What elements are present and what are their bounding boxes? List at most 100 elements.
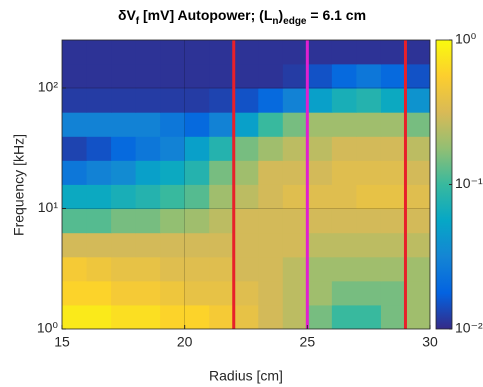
heat-cell	[62, 63, 88, 89]
heat-cell	[307, 87, 333, 113]
heat-cell	[135, 136, 161, 161]
heat-cell	[209, 280, 235, 306]
heat-cell	[356, 63, 382, 89]
heat-cell	[380, 136, 407, 161]
heat-cell	[135, 112, 161, 137]
heat-cell	[184, 256, 210, 282]
heat-cell	[135, 160, 161, 185]
heat-cell	[86, 304, 112, 329]
heat-cell	[258, 232, 284, 258]
heat-cell	[405, 208, 430, 234]
heat-cell	[331, 232, 357, 258]
heat-cell	[209, 256, 235, 282]
heat-cell	[356, 304, 382, 329]
heat-cell	[184, 112, 210, 137]
heat-cell	[233, 112, 259, 137]
heat-cell	[380, 304, 407, 329]
heat-cell	[86, 40, 112, 65]
heat-cell	[282, 63, 308, 89]
heat-cell	[209, 208, 235, 234]
heat-cell	[209, 304, 235, 329]
heat-cell	[135, 280, 161, 306]
heat-cell	[184, 136, 210, 161]
heat-cell	[380, 232, 407, 258]
heat-cell	[331, 40, 357, 65]
heat-cell	[160, 63, 186, 89]
heat-cell	[258, 256, 284, 282]
overlay	[61, 39, 431, 330]
heat-cell	[331, 160, 357, 185]
title-part: edge	[283, 16, 307, 27]
heat-cell	[405, 184, 430, 210]
heat-cell	[258, 136, 284, 161]
heat-cell	[356, 160, 382, 185]
heat-cell	[160, 280, 186, 306]
heat-cell	[62, 232, 88, 258]
heat-cell	[135, 256, 161, 282]
heat-cell	[233, 136, 259, 161]
heat-cell	[160, 304, 186, 329]
heat-cell	[258, 208, 284, 234]
x-tick-label: 20	[177, 334, 193, 350]
heat-cell	[62, 184, 88, 210]
heat-cell	[282, 280, 308, 306]
heat-cell	[62, 136, 88, 161]
heat-cell	[331, 112, 357, 137]
heat-cell	[184, 63, 210, 89]
heat-cell	[282, 256, 308, 282]
heat-cell	[62, 208, 88, 234]
axes-box	[61, 39, 431, 330]
heat-cell	[307, 280, 333, 306]
heat-cell	[111, 87, 137, 113]
heat-cell	[209, 160, 235, 185]
heat-cell	[356, 208, 382, 234]
x-tick-label: 30	[422, 334, 438, 350]
heat-cell	[160, 136, 186, 161]
heat-cell	[307, 40, 333, 65]
heat-cell	[405, 63, 430, 89]
heat-cell	[233, 63, 259, 89]
heat-cell	[86, 184, 112, 210]
heat-cell	[356, 184, 382, 210]
heat-cell	[405, 40, 430, 65]
heat-cell	[86, 63, 112, 89]
heat-cell	[111, 208, 137, 234]
heat-cell	[62, 256, 88, 282]
heat-cell	[184, 184, 210, 210]
heat-cell	[258, 280, 284, 306]
heat-cell	[258, 40, 284, 65]
heat-cell	[405, 87, 430, 113]
heat-cell	[62, 40, 88, 65]
heat-cell	[282, 232, 308, 258]
heat-cell	[209, 184, 235, 210]
heat-cell	[405, 256, 430, 282]
heat-cell	[331, 280, 357, 306]
heat-cell	[233, 40, 259, 65]
heat-cell	[258, 304, 284, 329]
colorbar-tick-label: 10⁻²	[455, 320, 483, 336]
heat-cell	[86, 232, 112, 258]
heat-cell	[184, 232, 210, 258]
heat-cell	[184, 40, 210, 65]
heat-cell	[160, 232, 186, 258]
heat-cell	[307, 112, 333, 137]
heat-cell	[160, 160, 186, 185]
heat-cell	[135, 184, 161, 210]
heat-cell	[380, 160, 407, 185]
heat-cell	[258, 63, 284, 89]
heat-cell	[380, 256, 407, 282]
heat-cell	[380, 208, 407, 234]
heat-cell	[62, 87, 88, 113]
heat-cell	[405, 304, 430, 329]
title-part: )	[278, 7, 283, 23]
heat-cell	[356, 136, 382, 161]
title-part: n	[272, 16, 278, 27]
heat-cell	[184, 280, 210, 306]
heat-cell	[233, 184, 259, 210]
heat-cell	[111, 136, 137, 161]
heat-cell	[405, 280, 430, 306]
heat-cell	[160, 87, 186, 113]
heat-cell	[86, 280, 112, 306]
heat-cell	[160, 256, 186, 282]
